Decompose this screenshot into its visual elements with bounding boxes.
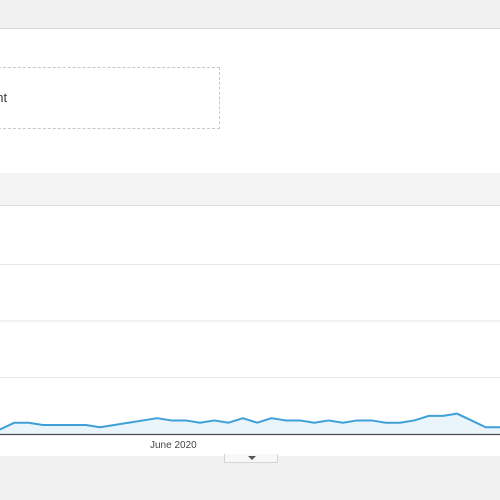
expand-chart-button[interactable] [224, 454, 278, 463]
series-area [0, 413, 500, 434]
segment-selector[interactable]: ent [0, 67, 220, 129]
caret-down-icon [248, 456, 256, 460]
timeline-chart: June 2020 [0, 264, 500, 451]
chart-panel: June 2020 [0, 205, 500, 456]
top-panel: ent [0, 28, 500, 175]
series-line [0, 412, 500, 431]
segment-label: ent [0, 90, 8, 105]
section-divider-band [0, 173, 500, 205]
x-tick-label: June 2020 [150, 440, 197, 451]
